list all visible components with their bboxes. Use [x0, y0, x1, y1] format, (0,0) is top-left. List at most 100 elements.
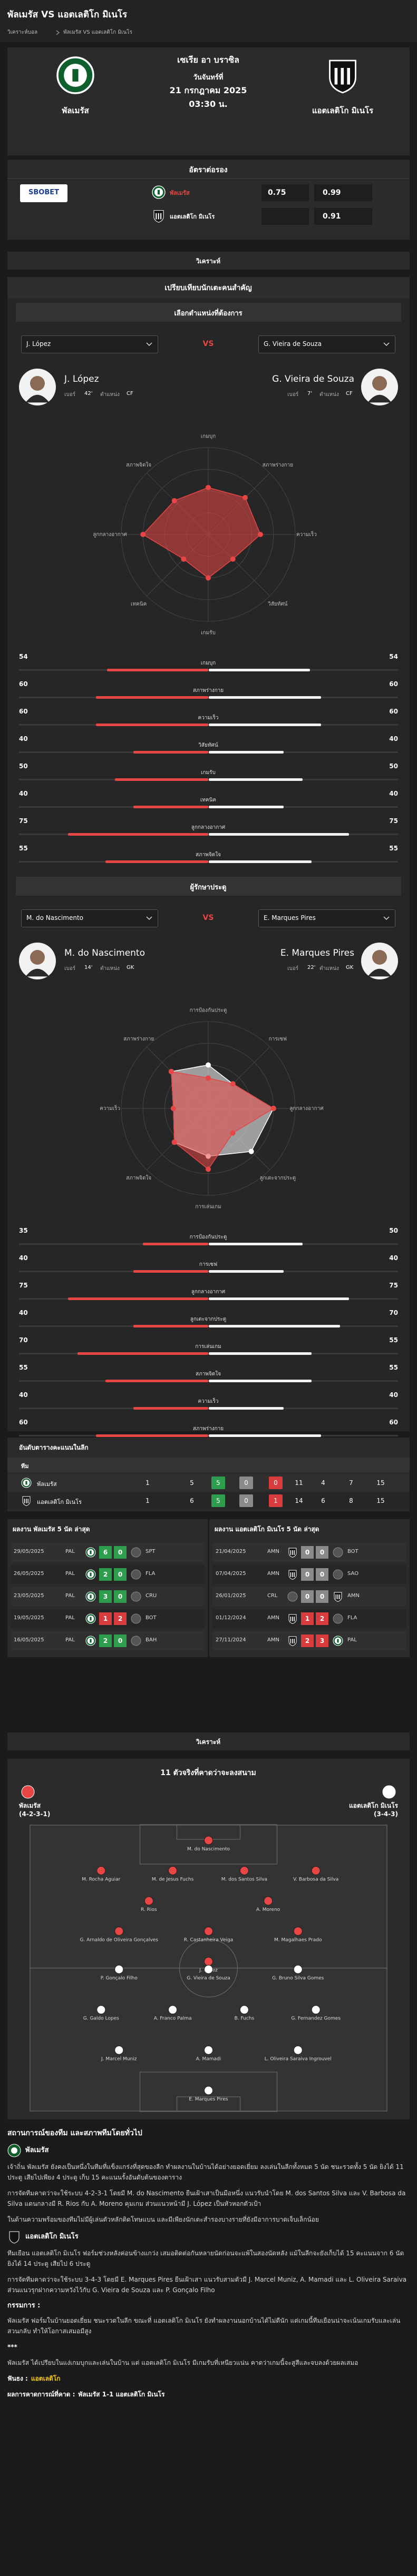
stat-label: วิสัยทัศน์ [198, 742, 218, 748]
score: 2 [118, 1615, 123, 1622]
logo-generic [131, 1547, 141, 1558]
logo-stripe [158, 213, 159, 220]
stat-value: 75 [389, 817, 398, 825]
stat-bar [96, 724, 208, 726]
stat-value: 50 [389, 762, 398, 770]
result-cell [239, 1477, 253, 1489]
logo-generic [333, 1547, 343, 1558]
logo-generic [131, 1569, 141, 1580]
player-marker [239, 1866, 249, 1875]
stat-label: สภาพร่างกาย [192, 688, 224, 693]
title-bar [0, 0, 417, 42]
stat-label: การเล่นเกม [195, 1344, 221, 1350]
stat-value: 35 [19, 1227, 28, 1234]
player-number: 42' [84, 391, 93, 397]
stat-label: ความเร็ว [198, 715, 219, 721]
form-home: AMN [267, 1615, 279, 1621]
odds-cell [261, 184, 309, 201]
team-logo [131, 1636, 141, 1646]
player-marker [204, 1836, 213, 1845]
table-cell: 4 [321, 1479, 325, 1487]
table-cell: 0 [244, 1479, 248, 1487]
logo-stripe [156, 213, 157, 220]
player-marker [293, 1965, 303, 1974]
logo-stripe [335, 1594, 337, 1599]
stat-value: 60 [19, 708, 28, 715]
stat-bar [67, 1297, 208, 1300]
paragraph: ในด้านความพร้อมของทีมไม่มีผู้เล่นตัวหลัก… [7, 2216, 319, 2223]
select-value: G. Vieira de Souza [264, 340, 322, 348]
logo-generic [131, 1591, 141, 1602]
select-value: E. Marques Pires [264, 914, 316, 922]
score-box [99, 1634, 112, 1647]
stat-value: 40 [19, 1309, 28, 1316]
paragraph: ทีมเยือน แอตเลติโก มิเนโร ฟอร์มช่วงหลังค… [7, 2250, 404, 2267]
form-date: 07/04/2025 [216, 1571, 246, 1577]
logo-generic [131, 1636, 141, 1646]
player-name: G. Bruno Silva Gomes [272, 1976, 324, 1981]
radar-point [230, 556, 236, 562]
stat-bar [209, 833, 350, 836]
team-logo [329, 60, 356, 94]
radar-label: สภาพร่างกาย [123, 1036, 154, 1042]
player-number: 22' [307, 965, 316, 970]
stat-track [19, 1380, 398, 1382]
player-name: V. Barbosa da Silva [293, 1877, 338, 1883]
match-day: วันจันทร์ที่ [193, 74, 224, 82]
stat-bar [209, 1434, 321, 1437]
player-select[interactable] [21, 909, 158, 927]
marker [21, 1785, 35, 1799]
player-select[interactable] [21, 335, 158, 353]
stat-track [19, 1298, 398, 1300]
player-marker [114, 1927, 124, 1936]
player-name: E. Marques Pires [189, 2097, 228, 2102]
radar-point [140, 532, 146, 537]
player-position: CF [127, 391, 133, 397]
radar-point [270, 1106, 276, 1111]
table-cell: 1 [146, 1497, 150, 1504]
score: 6 [103, 1549, 108, 1556]
logo-mark [337, 1639, 339, 1643]
stat-value: 70 [19, 1336, 28, 1344]
radar-point [206, 1062, 211, 1068]
stat-track [19, 1325, 398, 1327]
form-away: BAH [146, 1637, 157, 1643]
logo-mark [90, 1550, 92, 1554]
breadcrumb-item[interactable]: วิเคราะห์บอล [7, 29, 38, 35]
team-logo [85, 1613, 96, 1624]
team-logo [85, 1547, 96, 1558]
radar-chart: เกมบุกสภาพร่างกายความเร็ววิสัยทัศน์เกมรั… [93, 434, 317, 636]
logo-stripe [337, 1594, 338, 1599]
odds-price: 0.91 [323, 212, 341, 221]
stat-value: 55 [389, 845, 398, 852]
radar-label: ลูกเตะจากประตู [260, 1175, 296, 1181]
table-cell: 7 [349, 1479, 353, 1487]
player-marker [204, 2045, 213, 2055]
player-name: A. Mamadi [196, 2056, 221, 2062]
score: 2 [103, 1637, 108, 1644]
player-avatar [19, 369, 56, 405]
form-date: 29/05/2025 [14, 1549, 44, 1554]
stat-bar [209, 806, 284, 808]
team-name: พัลเมรัส [25, 2146, 49, 2154]
score: 2 [305, 1637, 310, 1644]
team-logo [21, 1478, 32, 1488]
prediction-label: ผลการคาดการณ์ที่คาด : [7, 2391, 75, 2398]
stat-track [19, 1243, 398, 1245]
player-select[interactable] [258, 909, 395, 927]
player-name: M. dos Santos Silva [221, 1877, 267, 1883]
radar-point [171, 1140, 177, 1145]
score: 3 [319, 1637, 325, 1644]
radar-point [258, 532, 263, 537]
number-label: เบอร์ [287, 966, 299, 972]
stat-track [19, 724, 398, 726]
form-date: 23/05/2025 [14, 1593, 44, 1599]
player-select[interactable] [258, 335, 395, 353]
section-heading-bar [16, 303, 401, 322]
stat-label: เทคนิค [200, 797, 217, 803]
stat-bar [96, 696, 208, 699]
score-box [301, 1568, 314, 1581]
table-cell: 8 [349, 1497, 353, 1504]
stat-value: 40 [389, 1254, 398, 1262]
player-avatar [361, 369, 398, 405]
